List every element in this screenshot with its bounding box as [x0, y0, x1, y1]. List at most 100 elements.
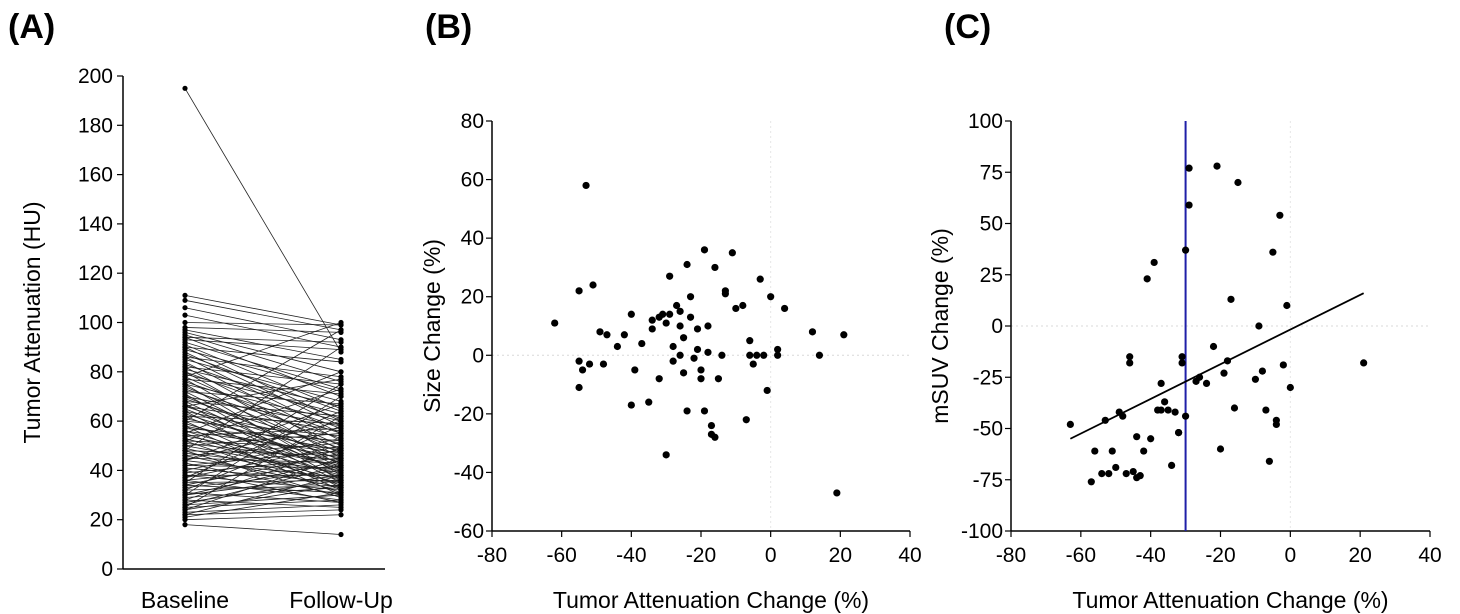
x-tick-label: 20 — [1348, 544, 1371, 567]
data-point — [627, 401, 635, 409]
data-point — [676, 351, 684, 359]
pair-line — [184, 410, 342, 444]
pair-line — [184, 514, 342, 521]
data-point — [756, 275, 764, 283]
data-point — [589, 281, 597, 289]
data-point — [645, 398, 653, 406]
followup-point — [338, 319, 344, 326]
panel-b-label: (B) — [425, 8, 473, 46]
x-tick-label: 40 — [1418, 544, 1441, 567]
pair-line — [184, 437, 342, 471]
baseline-point — [182, 438, 188, 444]
baseline-point — [182, 480, 188, 486]
panel-c: (C) -100 -75 -50 -25 0 25 50 75 100 -80 -60 -40 -20 0… — [927, 0, 1460, 614]
data-point — [1216, 445, 1225, 453]
data-point — [575, 357, 583, 365]
pair-line — [184, 457, 342, 511]
data-point — [1133, 433, 1141, 441]
pair-line — [184, 524, 342, 535]
x-axis-title: Tumor Attenuation Change (%) — [553, 587, 869, 613]
baseline-point — [182, 448, 188, 454]
data-point — [742, 416, 750, 424]
data-point — [582, 181, 590, 190]
followup-point — [338, 401, 344, 407]
x-tick-label: -20 — [1205, 544, 1235, 567]
followup-point — [338, 344, 344, 350]
pair-line — [184, 499, 342, 508]
data-point — [774, 345, 782, 354]
followup-point — [338, 450, 344, 456]
pair-line — [184, 371, 342, 434]
data-point — [704, 322, 712, 330]
data-point — [833, 489, 841, 497]
panel-a: (A) 0 20 40 60 80 100 120 140 160 180 200 Tumor Att… — [0, 0, 410, 614]
y-tick-label: -100 — [961, 520, 1003, 543]
followup-point — [338, 418, 344, 424]
data-point — [690, 354, 698, 362]
data-point — [1202, 379, 1211, 387]
data-point — [669, 342, 677, 351]
pair-line — [184, 410, 342, 479]
followup-point — [338, 477, 344, 483]
panel-a-label: (A) — [8, 8, 56, 46]
chart-a: 0 20 40 60 80 100 120 140 160 180 200 Tumor Attenua… — [19, 65, 393, 613]
data-point — [1112, 463, 1120, 472]
data-point — [1262, 406, 1270, 414]
pair-line — [184, 425, 342, 491]
data-point — [711, 263, 719, 272]
followup-point — [338, 455, 344, 461]
data-point — [697, 366, 705, 374]
followup-point — [338, 359, 344, 365]
followup-point — [338, 339, 344, 345]
pair-line — [184, 457, 342, 464]
baseline-point — [182, 403, 188, 409]
y-tick-label: -50 — [973, 418, 1003, 441]
pair-line — [184, 346, 342, 422]
followup-point — [338, 531, 344, 538]
y-tick-label: 80 — [90, 361, 113, 384]
pair-line — [184, 398, 342, 449]
data-point — [1230, 404, 1239, 412]
data-point — [1269, 248, 1277, 256]
followup-point — [338, 430, 344, 437]
data-point — [1255, 322, 1263, 330]
pair-line — [184, 373, 342, 415]
panel-b: (B) -60 -40 -20 0 20 40 60 80 -80 -60 -40 -20 0 20 40 S… — [410, 0, 930, 614]
pair-line — [184, 336, 342, 343]
data-point — [679, 334, 688, 342]
y-axis-title: Tumor Attenuation (HU) — [19, 201, 45, 443]
x-category-label: Follow-Up — [289, 587, 393, 613]
pair-line — [184, 88, 342, 353]
data-point — [749, 360, 757, 368]
pair-line — [184, 405, 342, 432]
followup-point — [338, 467, 344, 473]
data-point — [1168, 461, 1176, 469]
baseline-point — [182, 517, 188, 523]
data-point — [620, 331, 628, 339]
followup-point — [338, 386, 344, 392]
followup-point — [338, 376, 344, 382]
data-point — [1195, 373, 1204, 381]
pair-line — [184, 405, 342, 456]
y-tick-label: 60 — [90, 410, 113, 433]
regression-line — [1069, 292, 1365, 440]
y-tick-label: 0 — [101, 558, 113, 581]
followup-point — [338, 482, 344, 488]
pair-line — [184, 457, 342, 474]
followup-point — [338, 497, 344, 503]
data-point — [1147, 435, 1155, 443]
data-point — [774, 351, 782, 359]
baseline-point — [182, 418, 188, 424]
y-tick-label: 50 — [980, 213, 1003, 236]
y-tick-label: 60 — [461, 169, 484, 192]
followup-point — [338, 369, 344, 375]
data-point — [1171, 408, 1179, 416]
followup-point — [338, 413, 344, 419]
x-tick-label: -40 — [1135, 544, 1165, 567]
data-point — [1126, 359, 1134, 367]
baseline-point — [182, 297, 188, 303]
data-point — [679, 369, 688, 377]
baseline-point — [182, 475, 188, 481]
data-point — [613, 342, 621, 351]
